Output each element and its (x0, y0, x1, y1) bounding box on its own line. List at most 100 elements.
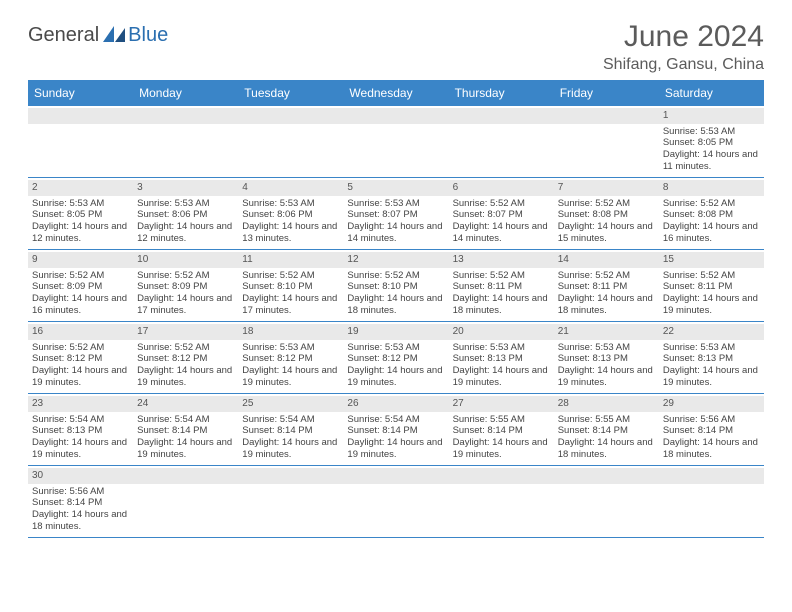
daylight-line: Daylight: 14 hours and 19 minutes. (347, 437, 444, 461)
day-cell: 24 Sunrise: 5:54 AMSunset: 8:14 PMDayligh… (133, 394, 238, 465)
daylight-line: Daylight: 14 hours and 14 minutes. (453, 221, 550, 245)
sunrise-line: Sunrise: 5:52 AM (558, 270, 655, 282)
day-number-band: 6 (449, 180, 554, 196)
week-row: 2Sunrise: 5:53 AMSunset: 8:05 PMDaylight… (28, 178, 764, 250)
day-cell: 26Sunrise: 5:54 AMSunset: 8:14 PMDayligh… (343, 394, 448, 465)
daylight-line: Daylight: 14 hours and 19 minutes. (663, 293, 760, 317)
day-cell: 29Sunrise: 5:56 AMSunset: 8:14 PMDayligh… (659, 394, 764, 465)
day-number-band (133, 108, 238, 124)
sunset-line: Sunset: 8:13 PM (32, 425, 129, 437)
day-number-band: 12 (343, 252, 448, 268)
sunset-line: Sunset: 8:14 PM (137, 425, 234, 437)
weekday-header-row: SundayMondayTuesdayWednesdayThursdayFrid… (28, 80, 764, 106)
sunrise-line: Sunrise: 5:54 AM (137, 414, 234, 426)
sunrise-line: Sunrise: 5:52 AM (453, 270, 550, 282)
daylight-line: Daylight: 14 hours and 17 minutes. (242, 293, 339, 317)
day-cell: 19Sunrise: 5:53 AMSunset: 8:12 PMDayligh… (343, 322, 448, 393)
day-cell: 25Sunrise: 5:54 AMSunset: 8:14 PMDayligh… (238, 394, 343, 465)
sunrise-line: Sunrise: 5:52 AM (32, 342, 129, 354)
sunrise-line: Sunrise: 5:52 AM (453, 198, 550, 210)
day-number-band: 9 (28, 252, 133, 268)
daylight-line: Daylight: 14 hours and 19 minutes. (137, 437, 234, 461)
daylight-line: Daylight: 14 hours and 16 minutes. (32, 293, 129, 317)
sunrise-line: Sunrise: 5:53 AM (137, 198, 234, 210)
day-number-band: 26 (343, 396, 448, 412)
day-cell: 30Sunrise: 5:56 AMSunset: 8:14 PMDayligh… (28, 466, 133, 537)
day-cell: 27Sunrise: 5:55 AMSunset: 8:14 PMDayligh… (449, 394, 554, 465)
day-cell: 21Sunrise: 5:53 AMSunset: 8:13 PMDayligh… (554, 322, 659, 393)
daylight-line: Daylight: 14 hours and 18 minutes. (558, 293, 655, 317)
sunrise-line: Sunrise: 5:56 AM (663, 414, 760, 426)
daylight-line: Daylight: 14 hours and 11 minutes. (663, 149, 760, 173)
weekday-header-cell: Thursday (449, 80, 554, 106)
brand-logo: General Blue (28, 24, 168, 47)
daylight-line: Daylight: 14 hours and 19 minutes. (32, 437, 129, 461)
day-cell: 14Sunrise: 5:52 AMSunset: 8:11 PMDayligh… (554, 250, 659, 321)
day-number-band: 25 (238, 396, 343, 412)
daylight-line: Daylight: 14 hours and 19 minutes. (137, 365, 234, 389)
brand-text-general: General (28, 24, 99, 47)
day-number-band: 13 (449, 252, 554, 268)
daylight-line: Daylight: 14 hours and 19 minutes. (32, 365, 129, 389)
sunset-line: Sunset: 8:10 PM (347, 281, 444, 293)
day-cell: 9 Sunrise: 5:52 AMSunset: 8:09 PMDaylight… (28, 250, 133, 321)
daylight-line: Daylight: 14 hours and 18 minutes. (32, 509, 129, 533)
empty-cell (238, 106, 343, 177)
sunset-line: Sunset: 8:06 PM (242, 209, 339, 221)
sunset-line: Sunset: 8:14 PM (663, 425, 760, 437)
sunset-line: Sunset: 8:12 PM (242, 353, 339, 365)
day-cell: 28Sunrise: 5:55 AMSunset: 8:14 PMDayligh… (554, 394, 659, 465)
calendar-page: General Blue June 2024 Shifang, Gansu, C… (0, 0, 792, 558)
daylight-line: Daylight: 14 hours and 18 minutes. (347, 293, 444, 317)
daylight-line: Daylight: 14 hours and 15 minutes. (558, 221, 655, 245)
sunset-line: Sunset: 8:14 PM (32, 497, 129, 509)
day-number-band: 21 (554, 324, 659, 340)
sunrise-line: Sunrise: 5:52 AM (347, 270, 444, 282)
weeks-container: 1Sunrise: 5:53 AMSunset: 8:05 PMDaylight… (28, 106, 764, 538)
header: General Blue June 2024 Shifang, Gansu, C… (28, 20, 764, 74)
day-number-band: 10 (133, 252, 238, 268)
daylight-line: Daylight: 14 hours and 19 minutes. (558, 365, 655, 389)
day-number-band: 24 (133, 396, 238, 412)
sunset-line: Sunset: 8:13 PM (453, 353, 550, 365)
day-cell: 2Sunrise: 5:53 AMSunset: 8:05 PMDaylight… (28, 178, 133, 249)
day-number-band: 27 (449, 396, 554, 412)
empty-cell (133, 466, 238, 537)
day-cell: 1Sunrise: 5:53 AMSunset: 8:05 PMDaylight… (659, 106, 764, 177)
sunset-line: Sunset: 8:09 PM (137, 281, 234, 293)
daylight-line: Daylight: 14 hours and 16 minutes. (663, 221, 760, 245)
day-number-band: 8 (659, 180, 764, 196)
day-number-band (28, 108, 133, 124)
weekday-header-cell: Sunday (28, 80, 133, 106)
day-number-band: 11 (238, 252, 343, 268)
day-cell: 20Sunrise: 5:53 AMSunset: 8:13 PMDayligh… (449, 322, 554, 393)
sunrise-line: Sunrise: 5:54 AM (242, 414, 339, 426)
day-cell: 12 Sunrise: 5:52 AMSunset: 8:10 PMDayligh… (343, 250, 448, 321)
week-row: 16Sunrise: 5:52 AMSunset: 8:12 PMDayligh… (28, 322, 764, 394)
sail-icon (103, 26, 125, 42)
daylight-line: Daylight: 14 hours and 19 minutes. (347, 365, 444, 389)
day-cell: 6Sunrise: 5:52 AMSunset: 8:07 PMDaylight… (449, 178, 554, 249)
day-cell: 18Sunrise: 5:53 AMSunset: 8:12 PMDayligh… (238, 322, 343, 393)
weekday-header-cell: Wednesday (343, 80, 448, 106)
sunrise-line: Sunrise: 5:52 AM (137, 270, 234, 282)
day-number-band: 7 (554, 180, 659, 196)
day-number-band: 20 (449, 324, 554, 340)
day-cell: 4Sunrise: 5:53 AMSunset: 8:06 PMDaylight… (238, 178, 343, 249)
daylight-line: Daylight: 14 hours and 12 minutes. (137, 221, 234, 245)
day-number-band: 18 (238, 324, 343, 340)
sunset-line: Sunset: 8:13 PM (558, 353, 655, 365)
daylight-line: Daylight: 14 hours and 18 minutes. (663, 437, 760, 461)
sunrise-line: Sunrise: 5:52 AM (558, 198, 655, 210)
empty-cell (449, 106, 554, 177)
sunset-line: Sunset: 8:14 PM (347, 425, 444, 437)
sunset-line: Sunset: 8:10 PM (242, 281, 339, 293)
day-number-band (659, 468, 764, 484)
day-number-band (554, 468, 659, 484)
sunset-line: Sunset: 8:09 PM (32, 281, 129, 293)
empty-cell (343, 466, 448, 537)
weekday-header-cell: Monday (133, 80, 238, 106)
sunrise-line: Sunrise: 5:52 AM (32, 270, 129, 282)
sunrise-line: Sunrise: 5:54 AM (32, 414, 129, 426)
daylight-line: Daylight: 14 hours and 17 minutes. (137, 293, 234, 317)
